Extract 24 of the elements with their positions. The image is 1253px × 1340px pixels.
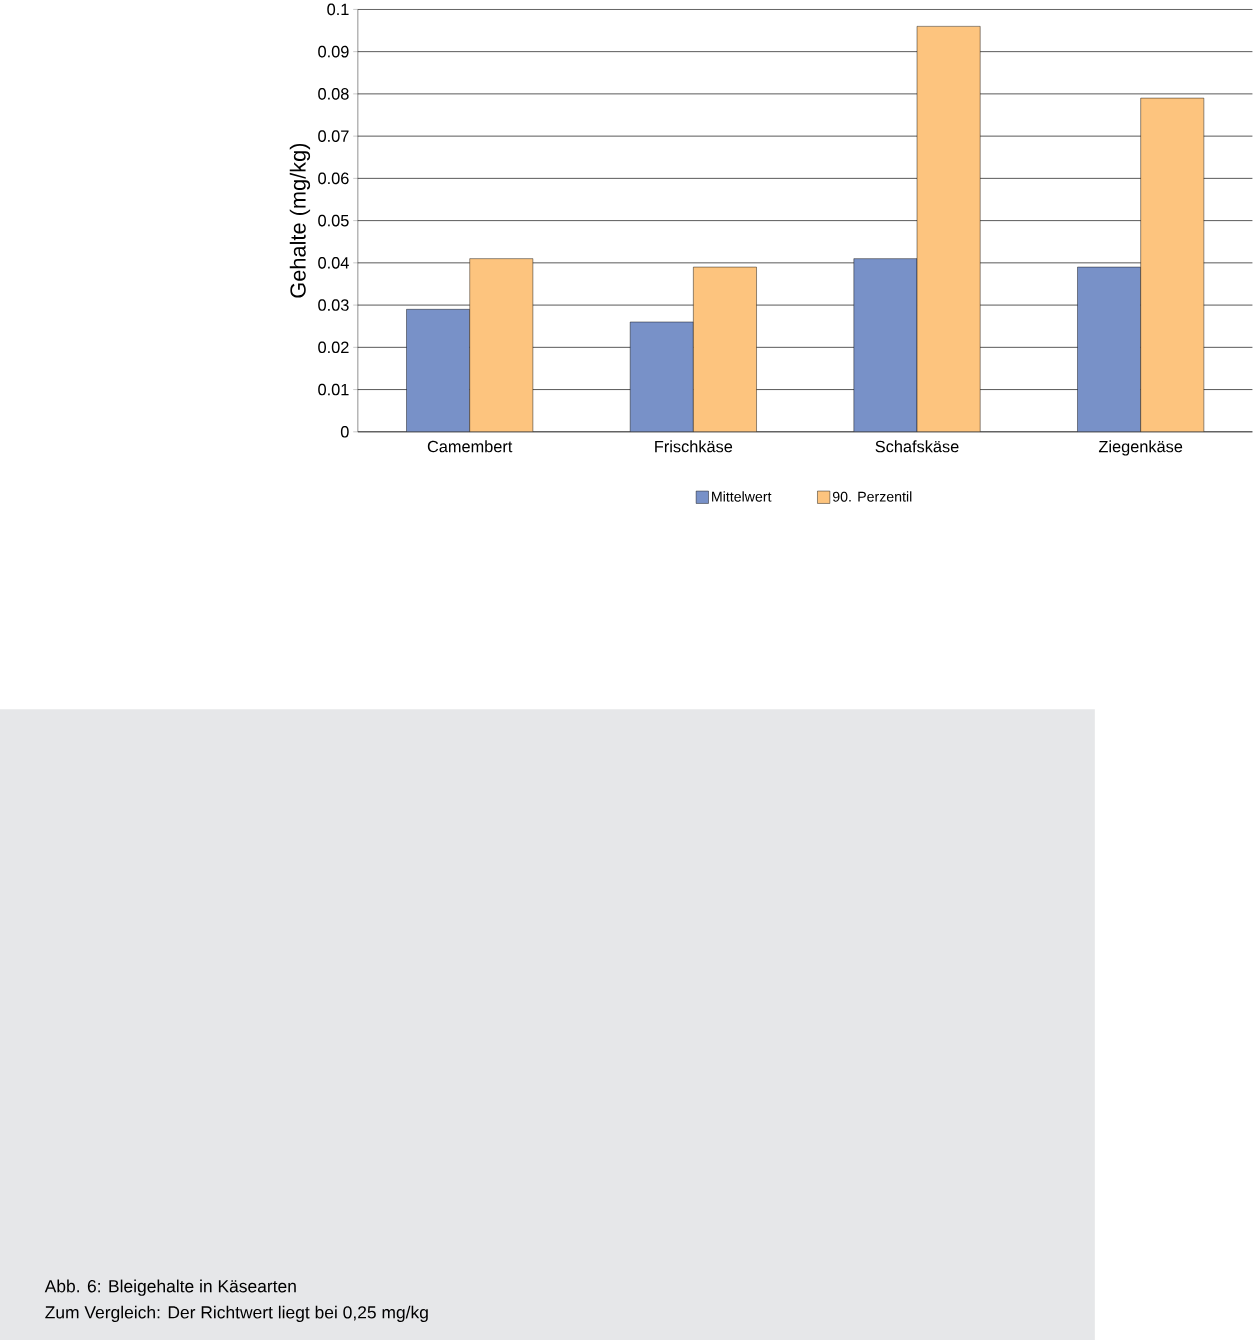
y-tick-label: 0.02 [318,341,349,354]
x-tick-label: Frischkäse [655,440,733,453]
bar [693,266,757,432]
y-tick-label: 0.07 [318,130,349,142]
y-tick-label: 0.06 [318,172,349,185]
y-tick-label: 0.08 [318,88,349,100]
y-tick-label: 0 [340,426,349,438]
y-tick-label: 0.04 [318,257,349,269]
legend-label: 90. Perzentil [833,491,912,502]
legend-label: Mittelwert [712,491,772,502]
y-tick-label: 0.09 [318,45,349,58]
y-axis-title: Gehalte (mg/kg) [289,143,311,298]
y-tick-label: 0.1 [327,3,349,16]
x-tick-label: Camembert [427,440,513,453]
bar [469,258,534,432]
caption: Abb. 6: Bleigehalte in Käsearten [44,1279,296,1296]
y-tick-label: 0.03 [318,299,349,311]
text: Zum Vergleich: Der Richtwert liegt bei 0,25 mg/kg [45,1305,428,1322]
bar [1140,97,1205,432]
bar [916,26,981,432]
x-tick-label: Schafskäse [875,440,959,453]
y-tick-label: 0.01 [318,383,349,396]
x-tick-label: Ziegenkäse [1099,440,1183,456]
y-tick-label: 0.05 [318,214,349,227]
